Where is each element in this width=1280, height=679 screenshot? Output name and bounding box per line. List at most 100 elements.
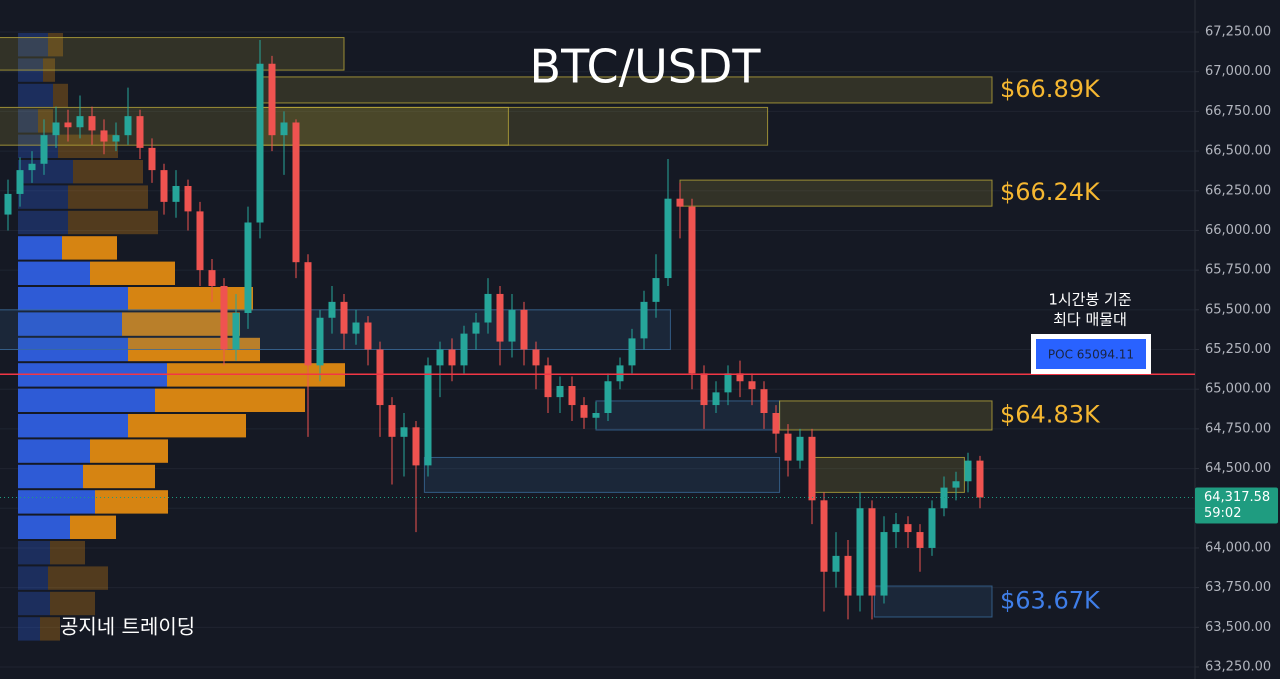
candle-body: [208, 270, 216, 286]
poc-note: 최다 매물대: [1053, 311, 1127, 329]
candle-body: [4, 193, 12, 215]
candle-body: [52, 122, 60, 136]
candle-body: [136, 116, 144, 148]
profile-sell: [128, 287, 253, 311]
y-tick-label: 64,500.00: [1205, 461, 1271, 476]
profile-buy: [18, 566, 48, 590]
candle-body: [796, 436, 804, 461]
zone: [0, 106, 509, 146]
zone: [873, 585, 993, 618]
profile-buy: [18, 414, 128, 438]
candle-body: [400, 427, 408, 437]
candle-body: [844, 555, 852, 596]
profile-sell: [90, 439, 168, 463]
candle-body: [364, 322, 372, 350]
candle-body: [892, 524, 900, 533]
candle-body: [88, 116, 96, 131]
candle-body: [628, 338, 636, 366]
candle-body: [76, 116, 84, 128]
candle-body: [472, 322, 480, 334]
profile-sell: [128, 414, 246, 438]
profile-sell: [62, 236, 117, 260]
profile-buy: [18, 312, 122, 336]
profile-sell: [90, 261, 175, 285]
y-tick-label: 65,750.00: [1205, 263, 1271, 278]
candle-body: [340, 301, 348, 334]
profile-sell: [50, 541, 85, 565]
candle-body: [832, 555, 840, 572]
profile-sell: [122, 312, 240, 336]
profile-sell: [155, 388, 305, 412]
candle-body: [508, 309, 516, 342]
candle-body: [124, 116, 132, 136]
poc-note: 1시간봉 기준: [1048, 291, 1132, 309]
candle-body: [232, 312, 240, 350]
profile-buy: [18, 287, 128, 311]
candle-body: [652, 278, 660, 302]
poc-box: [1036, 339, 1146, 369]
profile-buy: [18, 617, 40, 641]
zone: [809, 456, 965, 493]
candle-body: [436, 349, 444, 366]
y-tick-label: 64,000.00: [1205, 540, 1271, 555]
candle-body: [904, 524, 912, 533]
candle-body: [100, 130, 108, 142]
candle-body: [604, 381, 612, 413]
candle-body: [160, 170, 168, 202]
candle-body: [724, 373, 732, 393]
candle-body: [316, 317, 324, 366]
candle-body: [700, 373, 708, 406]
zone: [423, 456, 781, 493]
candle-body: [664, 198, 672, 279]
candle-body: [148, 147, 156, 171]
candle-body: [916, 532, 924, 548]
chart-title: BTC/USDT: [530, 40, 762, 94]
profile-buy: [18, 236, 62, 260]
profile-sell: [50, 591, 95, 616]
candle-body: [676, 198, 684, 207]
candle-body: [292, 122, 300, 263]
countdown-label: 59:02: [1204, 506, 1241, 521]
profile-buy: [18, 464, 83, 489]
candle-body: [748, 381, 756, 390]
profile-buy: [18, 185, 68, 209]
profile-sell: [53, 83, 68, 108]
candle-body: [244, 222, 252, 313]
candle-body: [460, 333, 468, 366]
candle-body: [376, 349, 384, 406]
poc-label: POC 65094.11: [1048, 348, 1134, 362]
candle-body: [304, 262, 312, 366]
watermark: 공지네 트레이딩: [60, 615, 195, 639]
zone-label: $66.24K: [1000, 178, 1101, 206]
y-tick-label: 63,750.00: [1205, 580, 1271, 595]
candle-body: [412, 427, 420, 466]
candle-body: [856, 508, 864, 596]
zone: [0, 37, 345, 71]
candle-body: [388, 405, 396, 437]
candle-body: [784, 433, 792, 461]
y-tick-label: 65,000.00: [1205, 382, 1271, 397]
profile-sell: [70, 515, 116, 539]
profile-sell: [83, 464, 155, 489]
zone: [595, 400, 781, 431]
candle-body: [184, 185, 192, 212]
zone: [779, 400, 993, 431]
candle-body: [40, 135, 48, 164]
profile-buy: [18, 490, 95, 514]
candle-body: [256, 63, 264, 223]
candle-body: [280, 122, 288, 136]
candle-body: [352, 322, 360, 334]
candle-body: [736, 373, 744, 382]
profile-buy: [18, 515, 70, 539]
profile-buy: [18, 541, 50, 565]
candle-body: [196, 211, 204, 271]
candle-body: [712, 392, 720, 406]
current-price-label: 64,317.58: [1204, 490, 1270, 505]
candle-body: [640, 301, 648, 339]
candles: [4, 39, 984, 620]
candle-body: [424, 365, 432, 466]
candle-body: [580, 405, 588, 418]
candle-body: [220, 286, 228, 350]
profile-buy: [18, 33, 48, 57]
